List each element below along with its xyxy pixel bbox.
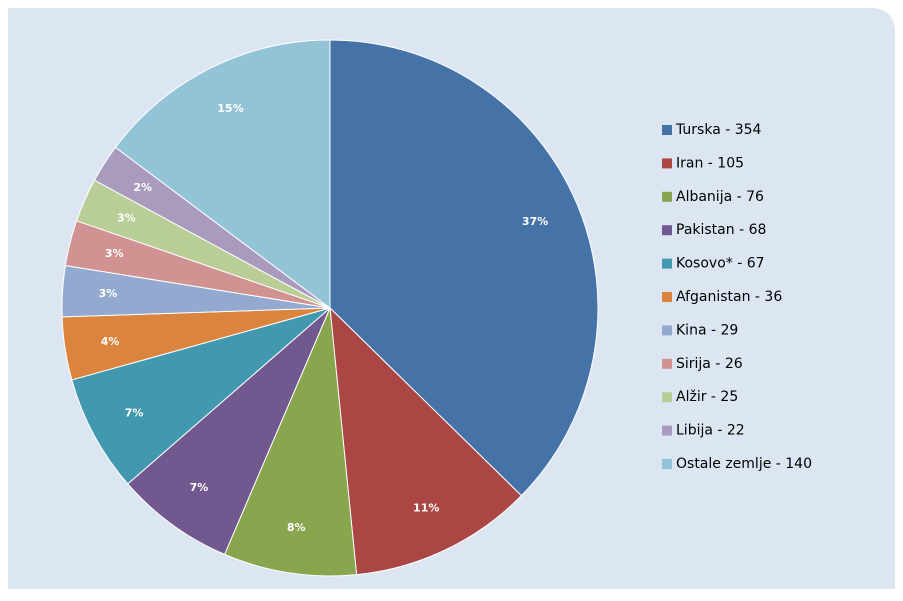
slice-label: 11% (413, 502, 439, 515)
legend-label: Ostale zemlje - 140 (676, 456, 812, 472)
pie-slice (71, 307, 331, 485)
slice-label: 3% (105, 247, 124, 260)
slice-label: 7% (190, 481, 209, 494)
legend-swatch (662, 258, 672, 269)
legend-swatch (662, 125, 672, 135)
slice-label: 15% (217, 102, 243, 115)
slice-label: 4% (101, 335, 120, 348)
slice-label: 2% (133, 181, 152, 194)
legend-label: Afganistan - 36 (676, 289, 782, 305)
legend-label: Sirija - 26 (676, 356, 743, 372)
pie-slice (223, 307, 358, 577)
legend-label: Alžir - 25 (676, 389, 738, 405)
legend-label: Kina - 29 (676, 322, 738, 338)
legend-label: Kosovo* - 67 (676, 256, 765, 272)
legend-swatch (662, 459, 672, 469)
legend-swatch (662, 358, 672, 369)
slice-label: 7% (125, 406, 144, 419)
pie-slice (329, 306, 523, 576)
legend-label: Iran - 105 (676, 155, 744, 171)
legend-label: Albanija - 76 (676, 189, 764, 205)
pie-slice (114, 39, 331, 309)
legend-label: Turska - 354 (675, 122, 762, 138)
pie-slice (127, 307, 331, 556)
slice-label: 8% (287, 521, 306, 534)
legend-label: Pakistan - 68 (676, 222, 766, 238)
legend-swatch (662, 292, 672, 302)
legend-label: Libija - 22 (676, 423, 745, 439)
legend-swatch (662, 392, 672, 403)
pie-slice (329, 39, 599, 497)
legend-swatch (662, 425, 672, 436)
slice-label: 3% (117, 211, 136, 224)
legend-swatch (662, 158, 672, 169)
slice-label: 3% (99, 287, 118, 300)
slice-label: 37% (522, 215, 548, 228)
legend-swatch (662, 225, 672, 236)
legend-swatch (662, 325, 672, 336)
legend-swatch (662, 191, 672, 202)
